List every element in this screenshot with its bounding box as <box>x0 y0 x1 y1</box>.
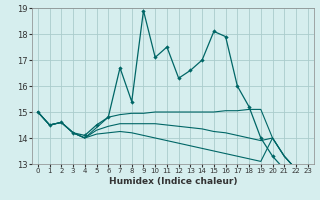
X-axis label: Humidex (Indice chaleur): Humidex (Indice chaleur) <box>108 177 237 186</box>
